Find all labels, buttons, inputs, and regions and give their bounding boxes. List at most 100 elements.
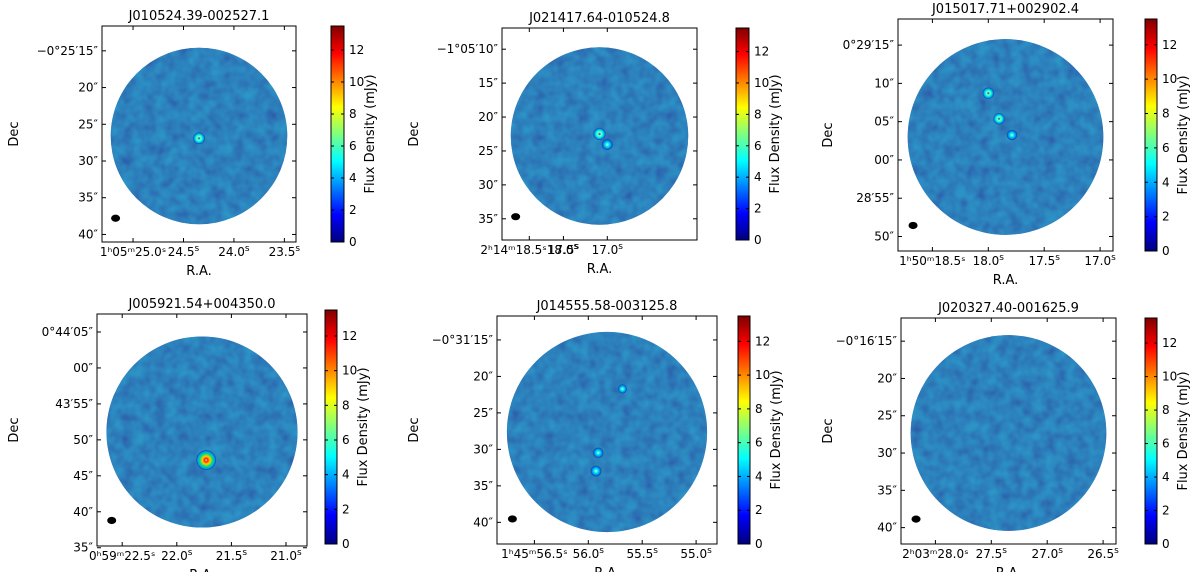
- colorbar-tick-label: 8: [754, 107, 762, 121]
- y-tick-label: 50″: [73, 433, 93, 447]
- colorbar-tick-label: 0: [1162, 244, 1170, 258]
- noise-texture: [907, 39, 1104, 235]
- source-1: [982, 87, 994, 99]
- y-tick-label: 40″: [473, 515, 493, 529]
- colorbar-tick-label: 10: [349, 75, 364, 89]
- y-tick-label: 20″: [473, 369, 493, 383]
- colorbar: 0 2 4 6 8 10 12 Flux Density (mJy): [1144, 317, 1191, 551]
- colorbar-tick-label: 8: [342, 398, 350, 412]
- y-tick-label: 20″: [877, 371, 897, 385]
- y-tick-label: 25″: [877, 409, 897, 423]
- colorbar-tick-label: 4: [1162, 470, 1170, 484]
- panel-title: J010524.39-002527.1: [128, 9, 270, 24]
- colorbar-tick-label: 4: [342, 468, 350, 482]
- y-axis-label: Dec: [407, 417, 422, 442]
- colorbar: 0 2 4 6 8 10 12 Flux Density (mJy): [1144, 18, 1191, 258]
- y-axis-label: Dec: [7, 121, 22, 146]
- source-3: [617, 384, 627, 394]
- source-1: [593, 127, 606, 141]
- y-tick-label: 25″: [473, 406, 493, 420]
- x-tick-label: 56.0s: [573, 546, 605, 561]
- panel-5: −0°31′15″ 20″ 25″ 30″ 35″ 40″ 1ʰ45ᵐ56.5ˢ 56.0s 5…: [407, 299, 784, 572]
- y-tick-label: 28′55″: [856, 191, 894, 205]
- beam-ellipse: [111, 214, 121, 222]
- panel-4: 0°44′05″ 00″ 43′55″ 50″ 45″ 40″ 35″0ʰ59ᵐ22.5ˢ 2…: [7, 297, 371, 572]
- colorbar-tick-label: 2: [1162, 504, 1170, 518]
- y-tick-label: 40″: [877, 521, 897, 535]
- x-tick-label: 2ʰ14ᵐ18.5ˢ18.0s: [480, 242, 578, 257]
- colorbar-tick-label: 4: [1162, 175, 1170, 189]
- x-axis-label: R.A.: [996, 566, 1022, 572]
- y-tick-label: 30″: [478, 178, 498, 192]
- colorbar-tick-label: 0: [755, 537, 763, 551]
- colorbar-tick-label: 2: [1162, 210, 1170, 224]
- colorbar-gradient: [324, 309, 338, 545]
- colorbar-tick-label: 6: [754, 139, 762, 153]
- colorbar-tick-label: 12: [754, 45, 769, 59]
- colorbar: 0 2 4 6 8 10 12 Flux Density (mJy): [735, 27, 783, 247]
- y-axis-label: Dec: [821, 122, 836, 147]
- x-tick-label: 27.0s: [1031, 546, 1063, 561]
- source-1: [593, 447, 604, 458]
- panel-title: J014555.58-003125.8: [536, 299, 678, 314]
- colorbar-tick-label: 10: [755, 368, 770, 382]
- y-tick-label: 00″: [73, 361, 93, 375]
- y-tick-label: 50″: [874, 230, 894, 244]
- colorbar-tick-label: 2: [754, 202, 762, 216]
- source-3: [1006, 129, 1018, 141]
- x-tick-label: 21.0s: [270, 548, 302, 563]
- y-tick-label: 35″: [73, 541, 93, 555]
- colorbar-tick-label: 8: [1162, 403, 1170, 417]
- y-tick-label: 35″: [478, 212, 498, 226]
- panel-title: J015017.71+002902.4: [931, 2, 1079, 17]
- panel-6: −0°16′15″ 20″ 25″ 30″ 35″ 40″ 2ʰ03ᵐ28.0ˢ 27.5s 2…: [821, 301, 1191, 572]
- x-tick-label: 0ʰ59ᵐ22.5ˢ: [89, 549, 155, 563]
- y-tick-label: 05″: [874, 115, 894, 129]
- colorbar-label: Flux Density (mJy): [356, 367, 371, 486]
- colorbar-gradient: [330, 25, 345, 243]
- y-tick-label: 00″: [874, 153, 894, 167]
- y-tick-label: 40″: [73, 505, 93, 519]
- colorbar-tick-label: 6: [342, 433, 350, 447]
- colorbar-label: Flux Density (mJy): [1176, 75, 1191, 194]
- x-tick-label: 2ʰ03ᵐ28.0ˢ: [902, 547, 968, 561]
- beam-ellipse: [107, 516, 117, 525]
- colorbar-label: Flux Density (mJy): [769, 370, 784, 489]
- x-tick-label: 17.5s: [548, 242, 580, 257]
- y-tick-label: 30″: [473, 442, 493, 456]
- colorbar: 0 2 4 6 8 10 12 Flux Density (mJy): [737, 315, 784, 551]
- y-tick-label: 10″: [874, 76, 894, 90]
- colorbar-label: Flux Density (mJy): [1176, 371, 1191, 490]
- y-tick-label: 25″: [78, 117, 98, 131]
- x-tick-label: 55.5s: [626, 546, 658, 561]
- colorbar-label: Flux Density (mJy): [768, 74, 783, 193]
- y-tick-label: 0°29′15″: [843, 38, 895, 52]
- beam-ellipse: [911, 515, 921, 523]
- colorbar-tick-label: 8: [1162, 107, 1170, 121]
- colorbar: 0 2 4 6 8 10 12 Flux Density (mJy): [330, 25, 378, 249]
- noise-texture: [506, 331, 708, 533]
- y-tick-label: 15″: [478, 76, 498, 90]
- y-tick-label: 35″: [78, 191, 98, 205]
- colorbar-tick-label: 8: [349, 107, 357, 121]
- noise-texture: [106, 336, 298, 528]
- x-tick-label: 21.5s: [216, 548, 248, 563]
- y-tick-label: −1°05′10″: [437, 42, 499, 56]
- x-tick-label: 26.5s: [1087, 546, 1119, 561]
- beam-ellipse: [908, 221, 918, 230]
- colorbar-tick-label: 6: [1162, 141, 1170, 155]
- source-1: [196, 450, 217, 471]
- colorbar-gradient: [735, 27, 750, 241]
- source-1: [193, 132, 205, 145]
- panel-title: J021417.64-010524.8: [528, 11, 670, 26]
- colorbar-tick-label: 6: [1162, 437, 1170, 451]
- colorbar-gradient: [1144, 317, 1158, 545]
- y-tick-label: 20″: [478, 110, 498, 124]
- panel-title: J020327.40-001625.9: [937, 301, 1079, 316]
- y-tick-label: 45″: [73, 469, 93, 483]
- y-tick-label: −0°31′15″: [432, 333, 494, 347]
- x-axis-label: R.A.: [189, 568, 215, 572]
- y-tick-label: −0°25′15″: [37, 44, 99, 58]
- colorbar-tick-label: 0: [1162, 537, 1170, 551]
